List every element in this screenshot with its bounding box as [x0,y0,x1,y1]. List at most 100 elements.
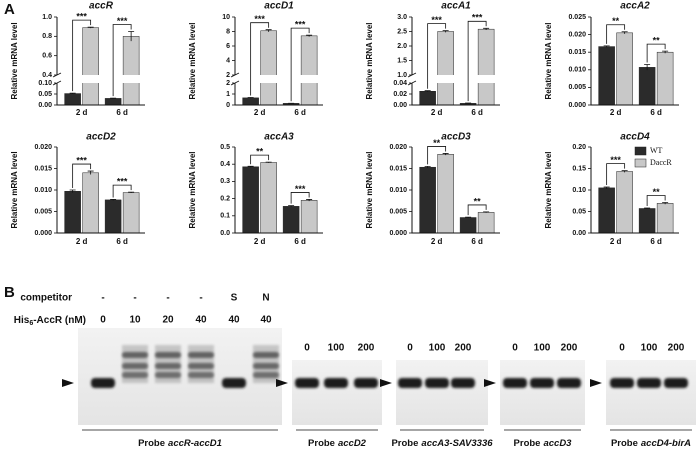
x-tick-label: 6 d [471,237,483,246]
error-bar [662,202,669,205]
significance-label: ** [653,36,661,46]
y-axis-label: Relative mRNA level [188,151,197,228]
error-bar [288,205,295,208]
bar [477,28,495,106]
concentration: 0 [619,343,625,354]
bar [242,97,259,106]
significance-label: ** [653,187,661,197]
error-bar [644,64,651,71]
axis-line [234,147,323,234]
significance-bracket [467,20,487,102]
probe-label: Probe accR-accD1 [138,438,222,449]
y-tick-label: 0.005 [568,84,586,91]
free-probe-band [610,378,634,388]
y-axis-label: Relative mRNA level [365,151,374,228]
bar [419,91,436,106]
y-tick-label: 0.00 [572,230,586,237]
x-tick-label: 2 d [610,108,622,117]
y-tick-label: 0.1 [220,213,230,220]
concentration: 0 [304,343,310,354]
y-tick-label: 8 [226,28,230,35]
probe-prefix: Probe [138,438,165,449]
gel: 0 - 10 - 20 - 40 - 40 S 40 N Probe accR-accD1 [62,293,282,449]
y-tick-label: 0.05 [572,208,586,215]
significance-label: ** [256,147,264,157]
smear [253,345,279,383]
y-tick-label: 2 [226,72,230,79]
y-tick-label: 0.15 [572,165,586,172]
y-axis-label: Relative mRNA level [365,22,374,99]
bar [300,35,318,106]
competitor-label: competitor [20,293,72,304]
free-probe-band [354,378,378,388]
legend-label: WT [650,146,663,155]
x-tick-label: 2 d [431,237,443,246]
concentration: 200 [561,343,578,354]
chart-title: accA3 [264,132,294,143]
y-tick-label: 0.10 [38,80,52,87]
band-arrow [62,379,74,387]
concentration-label-part: 6 [29,320,33,327]
y-tick-label: 0.000 [389,230,407,237]
x-tick-label: 6 d [294,237,306,246]
y-tick-label: 0.04 [393,80,407,87]
error-bar [87,170,94,175]
significance-bracket [72,163,92,188]
axis-line [590,17,679,106]
concentration: 0 [512,343,518,354]
free-probe-band [530,378,554,388]
gel: 0 100 200 Probe accD4-birA [590,343,696,449]
concentration: 100 [328,343,345,354]
concentration: 20 [162,315,174,326]
error-bar [465,216,472,218]
panel-label: B [4,284,15,301]
competitor: - [166,293,169,304]
y-axis-label: Relative mRNA level [10,151,19,228]
smear [122,345,148,383]
x-tick-label: 6 d [116,108,128,117]
error-bar [265,29,272,32]
error-bar [621,31,628,34]
x-tick-label: 6 d [471,108,483,117]
y-tick-label: 0.020 [568,31,586,38]
error-bar [110,199,117,201]
error-bar [265,161,272,163]
gel-image [292,360,382,425]
bar-chart: accA1 Relative mRNA level 0.00 0.02 0.041.0 1… [365,1,500,117]
concentration: 200 [358,343,375,354]
significance-bracket [467,204,487,216]
free-probe-band [425,378,449,388]
y-tick-label: 10 [222,14,230,21]
y-tick-label: 1.0 [42,14,52,21]
chart-title: accA2 [620,1,650,12]
bar [260,162,277,234]
x-tick-label: 2 d [431,108,443,117]
x-tick-label: 6 d [294,108,306,117]
bar [82,172,99,234]
y-tick-label: 0.015 [568,49,586,56]
x-tick-label: 2 d [76,108,88,117]
significance-label: *** [117,177,128,187]
chart-title: accD4 [620,132,650,143]
probe-prefix: Probe [308,438,335,449]
band-arrow [590,379,602,387]
bar-chart: accD1 Relative mRNA level 0 1 22 4 6 8 10 *** *** 2… [188,1,323,117]
significance-label: *** [254,14,265,24]
probe-gene: accD3 [543,438,572,449]
bar [616,171,633,234]
y-tick-label: 0.005 [389,208,407,215]
probe-prefix: Probe [514,438,541,449]
gel-image [606,360,696,425]
axis-break [234,75,322,83]
concentration: 0 [100,315,106,326]
axis-break [56,75,144,83]
significance-label: ** [474,196,482,206]
x-tick-label: 2 d [254,108,266,117]
concentration-label: His6-AccR (nM) [14,315,86,327]
y-tick-label: 0.00 [38,102,52,109]
error-bar [465,102,472,104]
bar [616,32,633,106]
error-bar [424,165,431,169]
bar [82,27,99,106]
concentration: 100 [429,343,446,354]
